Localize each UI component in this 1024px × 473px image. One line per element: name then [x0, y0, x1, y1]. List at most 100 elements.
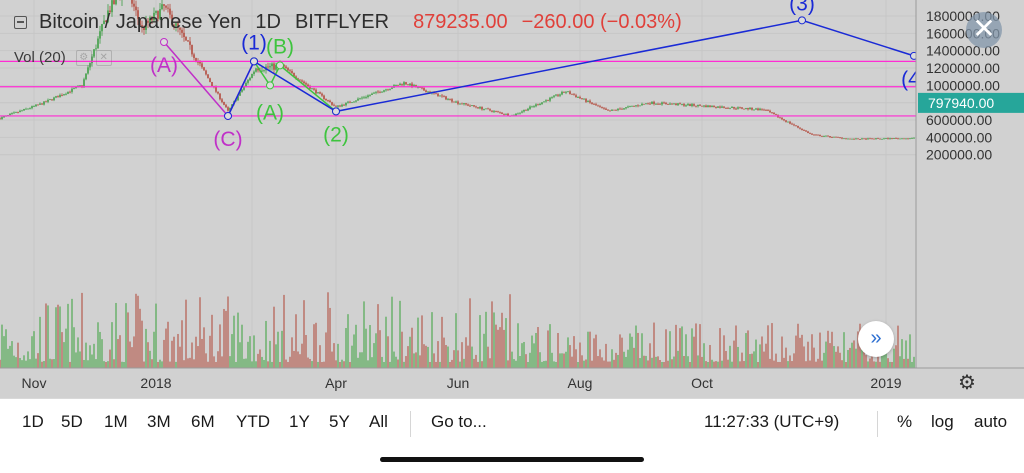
range-1d[interactable]: 1D — [22, 412, 44, 431]
volume-bar — [379, 330, 381, 368]
candle-body — [403, 82, 405, 85]
range-3m[interactable]: 3M — [147, 412, 171, 431]
volume-bar — [335, 360, 337, 368]
volume-bar — [539, 352, 541, 368]
range-ytd[interactable]: YTD — [236, 412, 270, 431]
candle-body — [713, 105, 715, 108]
volume-bar — [485, 311, 487, 368]
range-6m[interactable]: 6M — [191, 412, 215, 431]
candle-body — [911, 138, 913, 139]
candle-body — [131, 0, 133, 4]
candle-body — [569, 91, 571, 94]
volume-indicator-controls[interactable]: ⚙ ✕ — [75, 49, 116, 66]
volume-bar — [151, 359, 153, 368]
volume-bar — [839, 352, 841, 368]
candle-body — [537, 104, 539, 106]
auto-toggle[interactable]: auto — [974, 412, 1008, 431]
volume-bar — [43, 361, 45, 368]
candle-body — [285, 66, 287, 69]
scroll-to-realtime-button[interactable]: » — [858, 321, 894, 357]
candle-body — [525, 109, 527, 111]
candle-body — [61, 95, 63, 96]
candle-body — [633, 105, 635, 107]
volume-bar — [873, 361, 875, 368]
close-icon[interactable]: ✕ — [95, 49, 112, 66]
volume-bar — [351, 345, 353, 368]
candle-body — [317, 92, 319, 94]
volume-bar — [137, 295, 139, 368]
close-button[interactable]: ✕ — [966, 12, 1002, 48]
candle-body — [667, 104, 669, 105]
volume-bar — [345, 328, 347, 368]
time-axis[interactable]: Nov2018AprJunAugOct2019Apr — [0, 367, 1024, 391]
volume-bar — [1, 324, 3, 368]
volume-bar — [0, 359, 1, 368]
volume-bar — [269, 340, 271, 368]
candle-body — [27, 108, 29, 110]
candle-body — [95, 48, 97, 50]
range-1m[interactable]: 1M — [104, 412, 128, 431]
volume-bar — [193, 359, 195, 368]
volume-bar — [565, 351, 567, 368]
candle-body — [483, 109, 485, 110]
candle-body — [759, 108, 761, 111]
candle-body — [701, 105, 703, 107]
symbol-name[interactable]: Bitcoin / Japanese Yen — [39, 11, 242, 33]
volume-bar — [7, 348, 9, 368]
x-tick-label: 2018 — [140, 375, 171, 391]
volume-bar — [681, 326, 683, 368]
volume-bar — [79, 351, 81, 368]
candle-body — [449, 98, 451, 100]
range-5y[interactable]: 5Y — [329, 412, 350, 431]
volume-indicator-label[interactable]: Vol (20) — [14, 49, 66, 66]
volume-bar — [491, 301, 493, 368]
wave-label: (2) — [323, 123, 349, 146]
volume-legend[interactable]: Vol (20) ⚙ ✕ — [14, 49, 116, 66]
candle-body — [445, 96, 447, 100]
volume-bar — [893, 348, 895, 368]
volume-bar — [445, 345, 447, 368]
volume-bar — [287, 361, 289, 368]
y-tick-label: 400000.00 — [926, 129, 992, 145]
volume-bar — [599, 349, 601, 368]
go-to-button[interactable]: Go to... — [431, 412, 487, 431]
candle-body — [497, 111, 499, 113]
candle-body — [815, 134, 817, 136]
collapse-square-icon[interactable] — [14, 16, 27, 29]
volume-bar — [629, 333, 631, 368]
volume-bar — [247, 341, 249, 368]
volume-bar — [515, 360, 517, 368]
candle-body — [605, 108, 607, 110]
volume-bar — [483, 333, 485, 368]
candle-body — [113, 0, 115, 5]
volume-bar — [527, 361, 529, 368]
price-chart[interactable]: 1276470.36983882.34647065.91 (A)(C)(1)(B… — [0, 0, 1024, 398]
range-all[interactable]: All — [369, 412, 388, 431]
settings-icon[interactable]: ⚙ — [75, 49, 92, 66]
price-axis[interactable]: 1800000.001600000.001400000.001200000.00… — [915, 0, 1024, 398]
chart-settings-button[interactable]: ⚙ — [952, 371, 982, 395]
volume-bar — [613, 359, 615, 368]
range-1y[interactable]: 1Y — [289, 412, 310, 431]
volume-bar — [317, 361, 319, 368]
percent-toggle[interactable]: % — [897, 412, 913, 431]
candle-body — [461, 103, 463, 105]
last-price-tag — [918, 92, 1024, 113]
volume-bar — [217, 351, 219, 368]
clock-timezone[interactable]: 11:27:33 (UTC+9) — [704, 412, 840, 431]
candle-body — [325, 98, 327, 101]
volume-bar — [357, 357, 359, 368]
candle-body — [499, 111, 501, 113]
x-tick-label: Oct — [691, 375, 713, 391]
volume-bar — [545, 360, 547, 368]
candle-body — [219, 93, 221, 100]
volume-bar — [829, 343, 831, 368]
candle-body — [307, 84, 309, 87]
range-5d[interactable]: 5D — [61, 412, 83, 431]
chart-area[interactable]: 1276470.36983882.34647065.91 (A)(C)(1)(B… — [0, 0, 1024, 398]
volume-bar — [365, 328, 367, 368]
volume-bar — [675, 324, 677, 368]
volume-bar — [645, 355, 647, 368]
log-toggle[interactable]: log — [931, 412, 954, 431]
candle-body — [549, 97, 551, 101]
